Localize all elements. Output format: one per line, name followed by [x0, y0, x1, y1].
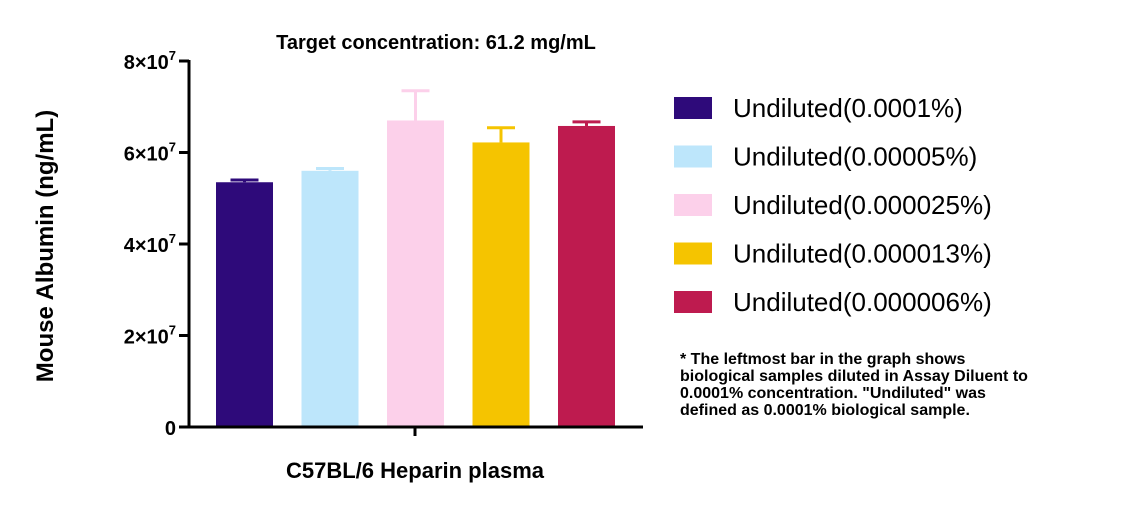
bar	[558, 125, 615, 427]
legend-swatch	[674, 194, 712, 216]
footnote: * The leftmost bar in the graph shows bi…	[680, 351, 1028, 419]
legend-label: Undiluted(0.000025%)	[733, 190, 992, 220]
y-tick-label: 4×107	[124, 231, 176, 257]
bar	[472, 142, 530, 427]
legend-label: Undiluted(0.000006%)	[733, 287, 992, 317]
bar	[216, 182, 273, 427]
y-axis-label: Mouse Albumin (ng/mL)	[32, 110, 59, 382]
y-axis-ticks: 0 2×107 4×107 6×107 8×107	[124, 48, 189, 440]
legend-swatch	[674, 242, 712, 265]
y-tick-label: 0	[165, 418, 176, 440]
legend-swatch	[674, 97, 712, 119]
legend-swatch	[674, 291, 712, 313]
x-axis-label: C57BL/6 Heparin plasma	[286, 458, 545, 483]
y-tick-label: 6×107	[124, 140, 176, 166]
bar	[301, 170, 359, 428]
legend-label: Undiluted(0.000013%)	[733, 239, 992, 269]
legend-label: Undiluted(0.00005%)	[733, 142, 977, 172]
y-tick-label: 2×107	[124, 323, 176, 349]
y-tick-label: 8×107	[124, 48, 176, 74]
bars-group	[216, 89, 615, 428]
chart-title: Target concentration: 61.2 mg/mL	[276, 32, 596, 54]
legend-label: Undiluted(0.0001%)	[733, 93, 963, 123]
legend-swatch	[674, 145, 712, 168]
bar	[387, 120, 444, 427]
axes	[187, 60, 643, 436]
legend: Undiluted(0.0001%) Undiluted(0.00005%) Und…	[674, 93, 992, 317]
